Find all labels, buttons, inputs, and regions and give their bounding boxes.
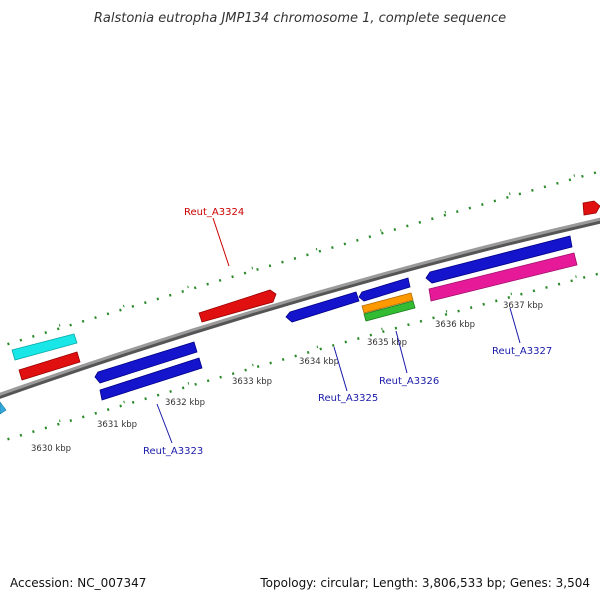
gene-label-reut-a3323[interactable]: Reut_A3323 [143, 446, 203, 457]
label-leader-lines [156, 217, 521, 444]
chromosome-backbone [0, 217, 600, 399]
kbp-label: 3633 kbp [232, 377, 272, 387]
genes [0, 200, 600, 415]
gene-label-reut-a3324[interactable]: Reut_A3324 [184, 207, 244, 218]
gene-block[interactable] [358, 277, 411, 302]
kbp-label: 3634 kbp [299, 357, 339, 367]
kbp-label: 3630 kbp [31, 444, 71, 454]
accession-text: Accession: NC_007347 [10, 576, 146, 590]
leader-reut-a3324 [212, 217, 230, 267]
gene-block[interactable] [425, 235, 573, 284]
summary-text: Topology: circular; Length: 3,806,533 bp… [259, 576, 590, 590]
leader-reut-a3325 [333, 346, 348, 392]
kbp-label: 3632 kbp [165, 398, 205, 408]
gene-labels: Reut_A3324 Reut_A3323 Reut_A3325 Reut_A3… [143, 207, 552, 457]
gene-label-reut-a3326[interactable]: Reut_A3326 [379, 376, 439, 387]
gene-block[interactable] [94, 341, 198, 384]
leader-reut-a3323 [156, 403, 173, 444]
kbp-label: 3635 kbp [367, 338, 407, 348]
gene-block-reut-a3326[interactable] [363, 300, 416, 322]
map-title: Ralstonia eutropha JMP134 chromosome 1, … [94, 11, 506, 26]
gene-block[interactable] [361, 292, 414, 314]
gene-block[interactable] [582, 200, 600, 216]
backbone-shadow [0, 218, 600, 399]
gene-label-reut-a3327[interactable]: Reut_A3327 [492, 346, 552, 357]
kbp-label: 3637 kbp [503, 301, 543, 311]
gene-block[interactable] [18, 351, 81, 381]
gene-block[interactable] [0, 401, 7, 415]
backbone-line [0, 217, 600, 396]
gene-block[interactable] [99, 357, 203, 401]
kbp-label: 3631 kbp [97, 420, 137, 430]
gene-block-reut-a3327[interactable] [428, 252, 578, 302]
leader-reut-a3327 [509, 307, 521, 344]
gene-label-reut-a3325[interactable]: Reut_A3325 [318, 393, 378, 404]
kbp-label: 3636 kbp [435, 320, 475, 330]
gene-block-reut-a3324[interactable] [198, 289, 277, 323]
leader-reut-a3326 [395, 330, 408, 374]
gene-block[interactable] [11, 333, 78, 361]
gene-block-reut-a3325[interactable] [285, 291, 360, 323]
scale-labels: 3630 kbp 3631 kbp 3632 kbp 3633 kbp 3634… [31, 301, 543, 454]
